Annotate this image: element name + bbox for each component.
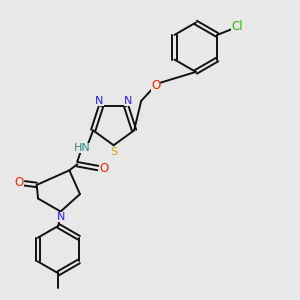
Text: HN: HN [74,143,90,153]
Text: S: S [110,147,117,157]
Text: O: O [100,161,109,175]
Text: O: O [151,79,160,92]
Text: Cl: Cl [231,20,243,33]
Text: N: N [95,96,103,106]
Text: N: N [124,96,132,106]
Text: N: N [56,212,65,222]
Text: O: O [14,176,24,189]
